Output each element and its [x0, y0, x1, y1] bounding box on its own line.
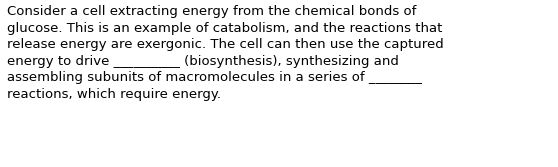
Text: Consider a cell extracting energy from the chemical bonds of
glucose. This is an: Consider a cell extracting energy from t…	[7, 5, 444, 101]
